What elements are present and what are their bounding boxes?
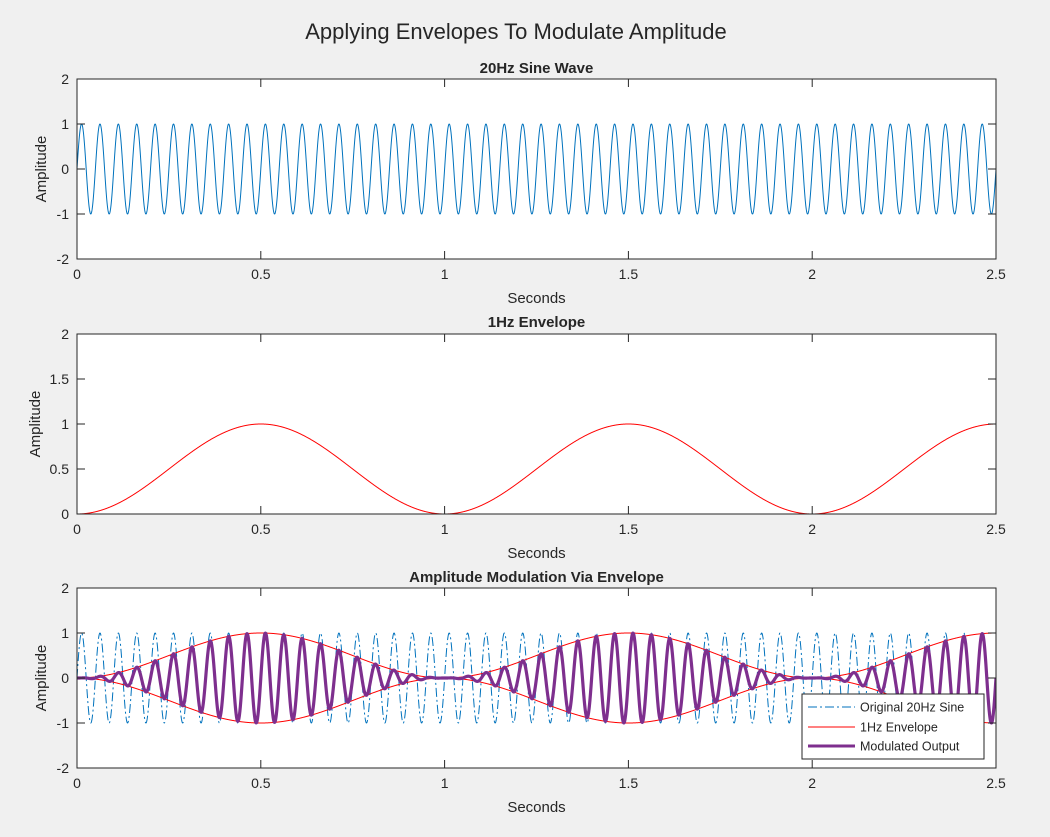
x-axis-label: Seconds (507, 290, 565, 307)
y-tick-label: 0 (61, 506, 69, 522)
x-tick-label: 0 (73, 775, 81, 791)
series-layer (77, 123, 996, 215)
series-layer (77, 631, 996, 725)
y-tick-label: 2 (61, 71, 69, 87)
series-layer (77, 423, 996, 514)
subplot-title: Amplitude Modulation Via Envelope (409, 569, 664, 586)
x-tick-label: 1.5 (619, 521, 639, 537)
y-tick-label: 1.5 (50, 371, 70, 387)
x-tick-label: 2 (808, 775, 816, 791)
y-tick-label: -2 (57, 251, 70, 267)
y-tick-label: 1 (61, 116, 69, 132)
y-axis-label: Amplitude (33, 136, 50, 203)
x-axis-label: Seconds (507, 545, 565, 562)
x-tick-label: 2 (808, 266, 816, 282)
tick-layer: 0 0.5 1 1.5 2 2.5 0 0.5 1 1.5 2 (50, 326, 1006, 537)
y-tick-label: 1 (61, 625, 69, 641)
x-tick-label: 1.5 (619, 266, 639, 282)
legend-label-original-sine: Original 20Hz Sine (860, 701, 964, 715)
tick-layer: 0 0.5 1 1.5 2 2.5 -2 -1 0 1 2 (57, 71, 1006, 282)
legend: Original 20Hz Sine 1Hz Envelope Modulate… (801, 693, 985, 760)
y-tick-label: -1 (57, 206, 70, 222)
x-tick-label: 0 (73, 521, 81, 537)
figure-suptitle: Applying Envelopes To Modulate Amplitude (305, 19, 727, 44)
x-tick-label: 1.5 (619, 775, 639, 791)
series-line-series-0 (77, 423, 996, 514)
x-tick-label: 1 (441, 775, 449, 791)
x-tick-label: 0 (73, 266, 81, 282)
y-axis-label: Amplitude (27, 391, 44, 458)
x-tick-label: 2.5 (986, 521, 1006, 537)
x-tick-label: 0.5 (251, 266, 271, 282)
y-tick-label: 0 (61, 161, 69, 177)
y-tick-label: -2 (57, 760, 70, 776)
x-axis-label: Seconds (507, 799, 565, 816)
subplot-sine: 0 0.5 1 1.5 2 2.5 -2 -1 0 1 2 20Hz Sine Wave Secon… (33, 60, 1006, 307)
y-tick-label: 0 (61, 670, 69, 686)
subplot-title: 20Hz Sine Wave (480, 60, 594, 77)
legend-label-envelope: 1Hz Envelope (860, 721, 938, 735)
y-tick-label: 2 (61, 580, 69, 596)
x-tick-label: 2.5 (986, 266, 1006, 282)
tick-layer: 0 0.5 1 1.5 2 2.5 -2 -1 0 1 2 (57, 580, 1006, 791)
plot-area (77, 334, 996, 514)
legend-label-modulated: Modulated Output (860, 740, 960, 754)
x-tick-label: 2.5 (986, 775, 1006, 791)
x-tick-label: 0.5 (251, 775, 271, 791)
y-tick-label: 0.5 (50, 461, 70, 477)
series-line-series-0 (77, 123, 996, 215)
x-tick-label: 0.5 (251, 521, 271, 537)
y-axis-label: Amplitude (33, 645, 50, 712)
y-tick-label: -1 (57, 715, 70, 731)
subplot-modulation: 0 0.5 1 1.5 2 2.5 -2 -1 0 1 2 Amplitude Modulation… (33, 569, 1006, 816)
series-line-modulated-output (77, 631, 996, 725)
y-tick-label: 2 (61, 326, 69, 342)
x-tick-label: 1 (441, 521, 449, 537)
subplot-title: 1Hz Envelope (488, 314, 586, 331)
subplot-envelope: 0 0.5 1 1.5 2 2.5 0 0.5 1 1.5 2 1Hz Envelope Secon… (27, 314, 1006, 562)
y-tick-label: 1 (61, 416, 69, 432)
x-tick-label: 1 (441, 266, 449, 282)
x-tick-label: 2 (808, 521, 816, 537)
